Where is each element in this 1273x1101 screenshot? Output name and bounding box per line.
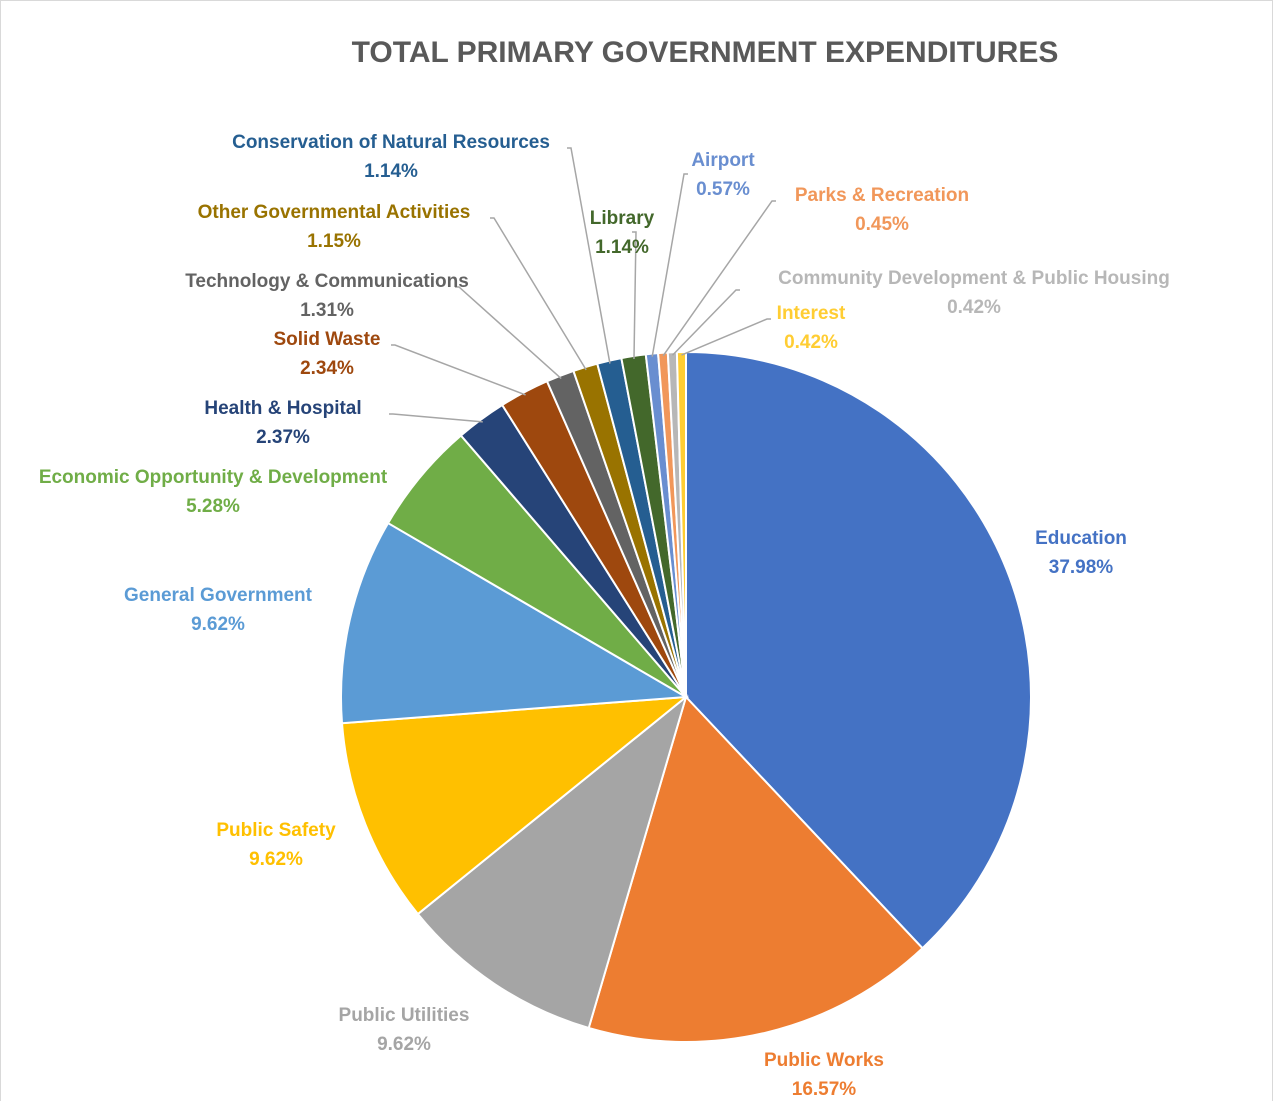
slice-labels: Education 37.98% Public Works 16.57% Public … <box>39 132 1170 1100</box>
slice-percent-label: 1.14% <box>364 161 418 182</box>
chart-title: TOTAL PRIMARY GOVERNMENT EXPENDITURES <box>352 36 1059 69</box>
leader-line <box>455 286 562 380</box>
slice-category-label: Airport <box>691 150 755 171</box>
pie-slice-public-safety <box>340 695 690 916</box>
slice-category-label: Technology & Communications <box>185 271 469 292</box>
leader-line <box>662 200 776 357</box>
leader-lines <box>389 147 776 423</box>
slice-percent-label: 0.45% <box>855 214 909 235</box>
slice-category-label: Interest <box>777 303 846 324</box>
leader-line <box>567 147 611 364</box>
slice-percent-label: 37.98% <box>1049 557 1114 578</box>
slice-percent-label: 0.57% <box>696 179 750 200</box>
leader-line <box>681 318 771 356</box>
slice-percent-label: 1.15% <box>307 231 361 252</box>
slice-percent-label: 9.62% <box>191 614 245 635</box>
slice-percent-label: 0.42% <box>784 332 838 353</box>
slice-category-label: Health & Hospital <box>204 398 361 419</box>
slice-percent-label: 9.62% <box>249 849 303 870</box>
slice-percent-label: 2.34% <box>300 358 354 379</box>
leader-line <box>490 217 587 371</box>
leader-line <box>632 231 637 359</box>
slice-category-label: Economic Opportunity & Development <box>39 467 388 488</box>
pie-slice-public-utilities <box>416 694 688 1030</box>
slice-percent-label: 1.14% <box>595 237 649 258</box>
pie-slice-interest <box>675 350 687 698</box>
pie-slice-public-works <box>587 695 924 1043</box>
slice-category-label: Parks & Recreation <box>795 185 969 206</box>
pie-slice-education <box>685 350 1032 950</box>
pie-slice-general-government <box>340 521 690 725</box>
slice-category-label: General Government <box>124 585 313 606</box>
slice-percent-label: 5.28% <box>186 496 240 517</box>
leader-line <box>651 173 688 357</box>
pie-slices <box>340 350 1032 1043</box>
slice-category-label: Solid Waste <box>274 329 381 350</box>
slice-category-label: Public Works <box>764 1050 884 1071</box>
slice-category-label: Education <box>1035 528 1127 549</box>
slice-category-label: Library <box>590 208 655 229</box>
slice-percent-label: 2.37% <box>256 427 310 448</box>
slice-percent-label: 16.57% <box>792 1079 857 1100</box>
slice-category-label: Public Safety <box>216 820 336 841</box>
leader-line <box>389 413 483 423</box>
slice-category-label: Public Utilities <box>339 1005 470 1026</box>
slice-category-label: Other Governmental Activities <box>198 202 471 223</box>
leader-line <box>671 289 740 356</box>
slice-category-label: Community Development & Public Housing <box>778 268 1170 289</box>
slice-category-label: Conservation of Natural Resources <box>232 132 550 153</box>
slice-percent-label: 9.62% <box>377 1034 431 1055</box>
slice-percent-label: 1.31% <box>300 300 354 321</box>
leader-line <box>391 344 526 396</box>
slice-percent-label: 0.42% <box>947 297 1001 318</box>
